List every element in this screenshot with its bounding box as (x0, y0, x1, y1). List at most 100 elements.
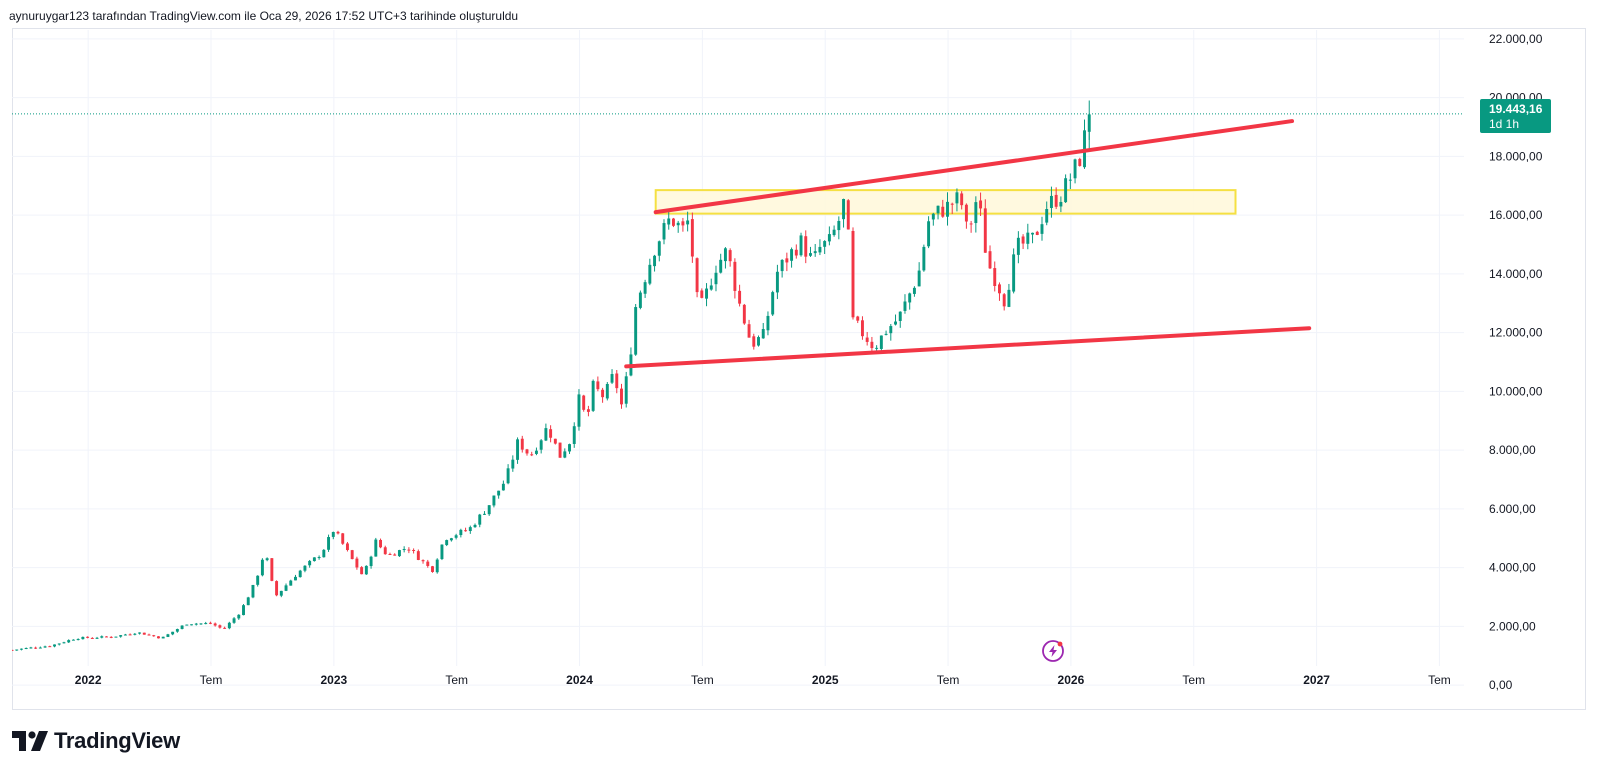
candle-body (345, 543, 349, 551)
candle-body (331, 532, 335, 537)
candle-body (218, 625, 222, 628)
candle-body (223, 627, 227, 629)
candle-body (714, 272, 718, 285)
candle-body (690, 219, 694, 257)
candle-body (884, 333, 888, 335)
candle-body (171, 631, 175, 635)
candle-body (374, 539, 378, 557)
candle-body (761, 329, 765, 339)
candle-body (34, 647, 38, 649)
candle-body (889, 326, 893, 334)
candle-body (794, 249, 798, 256)
candle-body (157, 636, 160, 639)
candle-body (610, 374, 614, 383)
candle-body (549, 429, 553, 438)
chart-caption: aynuruygar123 tarafından TradingView.com… (9, 9, 519, 23)
candle-body (643, 282, 647, 294)
candle-body (38, 647, 42, 649)
candle-body (57, 643, 61, 645)
candle-body (12, 649, 14, 651)
candle-body (662, 223, 666, 240)
lower-channel-line (624, 326, 1312, 369)
y-tick-label: 22.000,00 (1489, 32, 1543, 46)
candle-body (596, 381, 600, 390)
candle-body (180, 625, 184, 629)
candle-body (506, 468, 510, 484)
candle-body (1016, 237, 1020, 255)
candle-body (275, 581, 279, 596)
candle-body (468, 527, 472, 532)
candle-body (190, 624, 194, 626)
candle-body (657, 241, 661, 256)
candle-body (355, 558, 359, 568)
x-tick-label: Tem (1428, 673, 1451, 687)
candle-body (336, 531, 340, 534)
y-tick-label: 0,00 (1489, 678, 1513, 692)
candle-body (43, 646, 47, 648)
candle-body (653, 255, 657, 267)
candle-body (823, 241, 827, 247)
candle-body (478, 514, 482, 525)
candle-body (894, 321, 897, 325)
candle-body (544, 428, 548, 441)
x-tick-label: Tem (937, 673, 960, 687)
candle-body (133, 633, 137, 635)
candle-body (298, 570, 302, 578)
tradingview-logo[interactable]: TradingView (12, 728, 180, 754)
x-tick-label: 2022 (75, 673, 102, 687)
candle-body (851, 230, 855, 318)
candle-body (946, 201, 949, 217)
candle-body (397, 550, 401, 557)
candle-body (818, 246, 822, 253)
candle-body (681, 221, 685, 226)
candle-body (279, 590, 283, 596)
candle-body (1059, 201, 1063, 207)
plot-area[interactable] (11, 100, 1237, 651)
candle-body (232, 618, 236, 623)
candle-body (771, 292, 775, 315)
candle-body (620, 388, 623, 405)
candle-body (903, 301, 907, 311)
candle-body (459, 529, 463, 536)
candle-body (147, 634, 151, 636)
candle-body (790, 249, 794, 261)
candle-body (936, 205, 940, 214)
candle-body (695, 258, 699, 293)
candle-body (591, 380, 595, 411)
y-tick-label: 2.000,00 (1489, 619, 1536, 633)
candle-body (785, 258, 789, 263)
candle-body (497, 490, 501, 496)
time-axis[interactable]: 2022 Tem 2023 Tem 2024 Tem 2025 Tem 2026 Tem 2027 T… (75, 673, 1451, 687)
candle-body (539, 440, 543, 450)
x-tick-label: 2026 (1058, 673, 1085, 687)
candle-body (19, 648, 23, 650)
candle-body (114, 636, 118, 638)
candle-body (1073, 159, 1077, 179)
candle-body (473, 524, 477, 528)
lightning-icon[interactable] (1042, 640, 1064, 662)
candle-body (582, 395, 586, 410)
candle-body (1002, 294, 1006, 307)
candle-body (119, 635, 123, 637)
candle-body (671, 218, 675, 226)
candle-body (105, 636, 108, 638)
candle-body (492, 495, 496, 506)
candle-body (813, 251, 817, 254)
candle-body (950, 203, 954, 205)
drawings[interactable] (12, 113, 1464, 369)
candle-body (719, 259, 723, 273)
candle-body (728, 250, 732, 262)
candle-body (922, 246, 926, 271)
y-tick-label: 14.000,00 (1489, 267, 1543, 281)
candle-body (563, 451, 567, 458)
x-tick-label: 2024 (566, 673, 593, 687)
candle-body (1021, 236, 1025, 244)
candle-body (568, 444, 571, 452)
candle-body (601, 389, 605, 398)
candle-body (998, 284, 1001, 294)
candle-body (553, 438, 557, 444)
candle-body (983, 208, 987, 253)
candle-body (67, 640, 71, 643)
candle-body (927, 221, 931, 247)
